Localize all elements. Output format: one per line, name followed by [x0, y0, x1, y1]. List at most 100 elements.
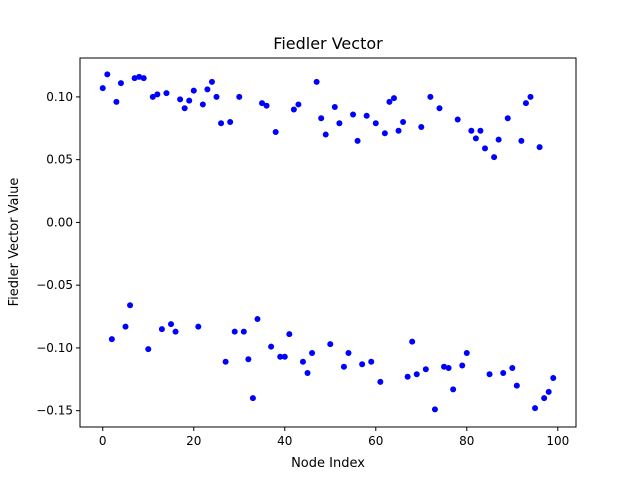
data-point-73 [431, 406, 438, 413]
data-point-94 [527, 93, 534, 100]
data-point-91 [513, 382, 520, 389]
data-point-62 [381, 130, 388, 137]
data-point-85 [486, 371, 493, 378]
y-axis-label: Fiedler Vector Value [7, 178, 22, 307]
data-point-17 [177, 96, 184, 103]
data-point-82 [472, 135, 479, 142]
data-point-21 [195, 323, 202, 330]
y-tick-label: 0.10 [46, 90, 73, 104]
data-point-47 [313, 78, 320, 85]
data-point-39 [277, 353, 284, 360]
data-point-87 [495, 136, 502, 143]
data-point-28 [227, 119, 234, 126]
data-point-86 [491, 154, 498, 161]
data-point-10 [145, 346, 152, 353]
x-tick-label: 20 [186, 434, 201, 448]
data-point-99 [550, 375, 557, 382]
data-point-83 [477, 127, 484, 134]
data-point-32 [245, 356, 252, 363]
data-point-4 [117, 80, 124, 87]
data-point-11 [149, 93, 156, 100]
data-point-71 [422, 366, 429, 373]
data-point-96 [536, 144, 543, 151]
data-point-84 [481, 145, 488, 152]
data-point-24 [208, 78, 215, 85]
data-point-72 [427, 93, 434, 100]
data-point-46 [309, 349, 316, 356]
data-point-75 [441, 363, 448, 370]
data-point-27 [222, 358, 229, 365]
data-point-35 [259, 100, 266, 107]
data-point-26 [218, 120, 225, 127]
data-point-33 [249, 395, 256, 402]
data-point-58 [363, 112, 370, 119]
data-point-78 [454, 116, 461, 123]
data-point-80 [463, 349, 470, 356]
plot-area-frame [79, 57, 577, 428]
data-point-44 [299, 358, 306, 365]
data-point-31 [240, 328, 247, 335]
x-axis-ticks: 0 20 40 60 80 100 [99, 427, 569, 448]
data-point-66 [400, 119, 407, 126]
data-point-49 [322, 131, 329, 138]
data-point-90 [509, 365, 516, 372]
data-point-38 [272, 129, 279, 136]
scatter-points [99, 71, 557, 413]
data-point-64 [390, 95, 397, 102]
data-point-92 [518, 137, 525, 144]
data-point-25 [213, 93, 220, 100]
data-point-37 [268, 343, 275, 350]
data-point-51 [331, 103, 338, 110]
y-tick-label: 0.05 [46, 153, 73, 167]
data-point-36 [263, 102, 270, 109]
data-point-65 [395, 127, 402, 134]
data-point-93 [522, 100, 529, 107]
data-point-52 [336, 120, 343, 127]
data-point-95 [532, 405, 539, 412]
data-point-53 [340, 363, 347, 370]
data-point-48 [318, 115, 325, 122]
data-point-79 [459, 362, 466, 369]
data-point-18 [181, 105, 188, 112]
data-point-42 [290, 106, 297, 113]
x-tick-label: 80 [459, 434, 474, 448]
data-point-59 [368, 358, 375, 365]
data-point-69 [413, 371, 420, 378]
data-point-6 [127, 302, 134, 309]
data-point-60 [372, 120, 379, 127]
data-point-14 [163, 90, 170, 97]
data-point-70 [418, 124, 425, 131]
data-point-68 [409, 338, 416, 345]
data-point-30 [236, 93, 243, 100]
data-point-45 [304, 370, 311, 377]
data-point-19 [186, 97, 193, 104]
x-axis-label: Node Index [291, 456, 365, 471]
data-point-22 [199, 101, 206, 108]
data-point-9 [140, 75, 147, 82]
y-tick-label: 0.00 [46, 215, 73, 229]
data-point-0 [99, 85, 106, 92]
x-tick-label: 60 [368, 434, 383, 448]
data-point-23 [204, 86, 211, 93]
y-tick-label: −0.05 [36, 278, 73, 292]
data-point-13 [158, 326, 165, 333]
data-point-98 [545, 388, 552, 395]
data-point-50 [327, 341, 334, 348]
data-point-57 [359, 361, 366, 368]
data-point-74 [436, 105, 443, 112]
data-point-34 [254, 316, 261, 323]
data-point-63 [386, 98, 393, 105]
data-point-54 [345, 349, 352, 356]
data-point-29 [231, 328, 238, 335]
data-point-20 [190, 87, 197, 94]
data-point-40 [281, 353, 288, 360]
y-tick-label: −0.10 [36, 341, 73, 355]
data-point-12 [154, 91, 161, 98]
data-point-76 [445, 365, 452, 372]
x-tick-label: 40 [277, 434, 292, 448]
data-point-41 [286, 331, 293, 338]
data-point-55 [350, 111, 357, 118]
data-point-88 [500, 370, 507, 377]
